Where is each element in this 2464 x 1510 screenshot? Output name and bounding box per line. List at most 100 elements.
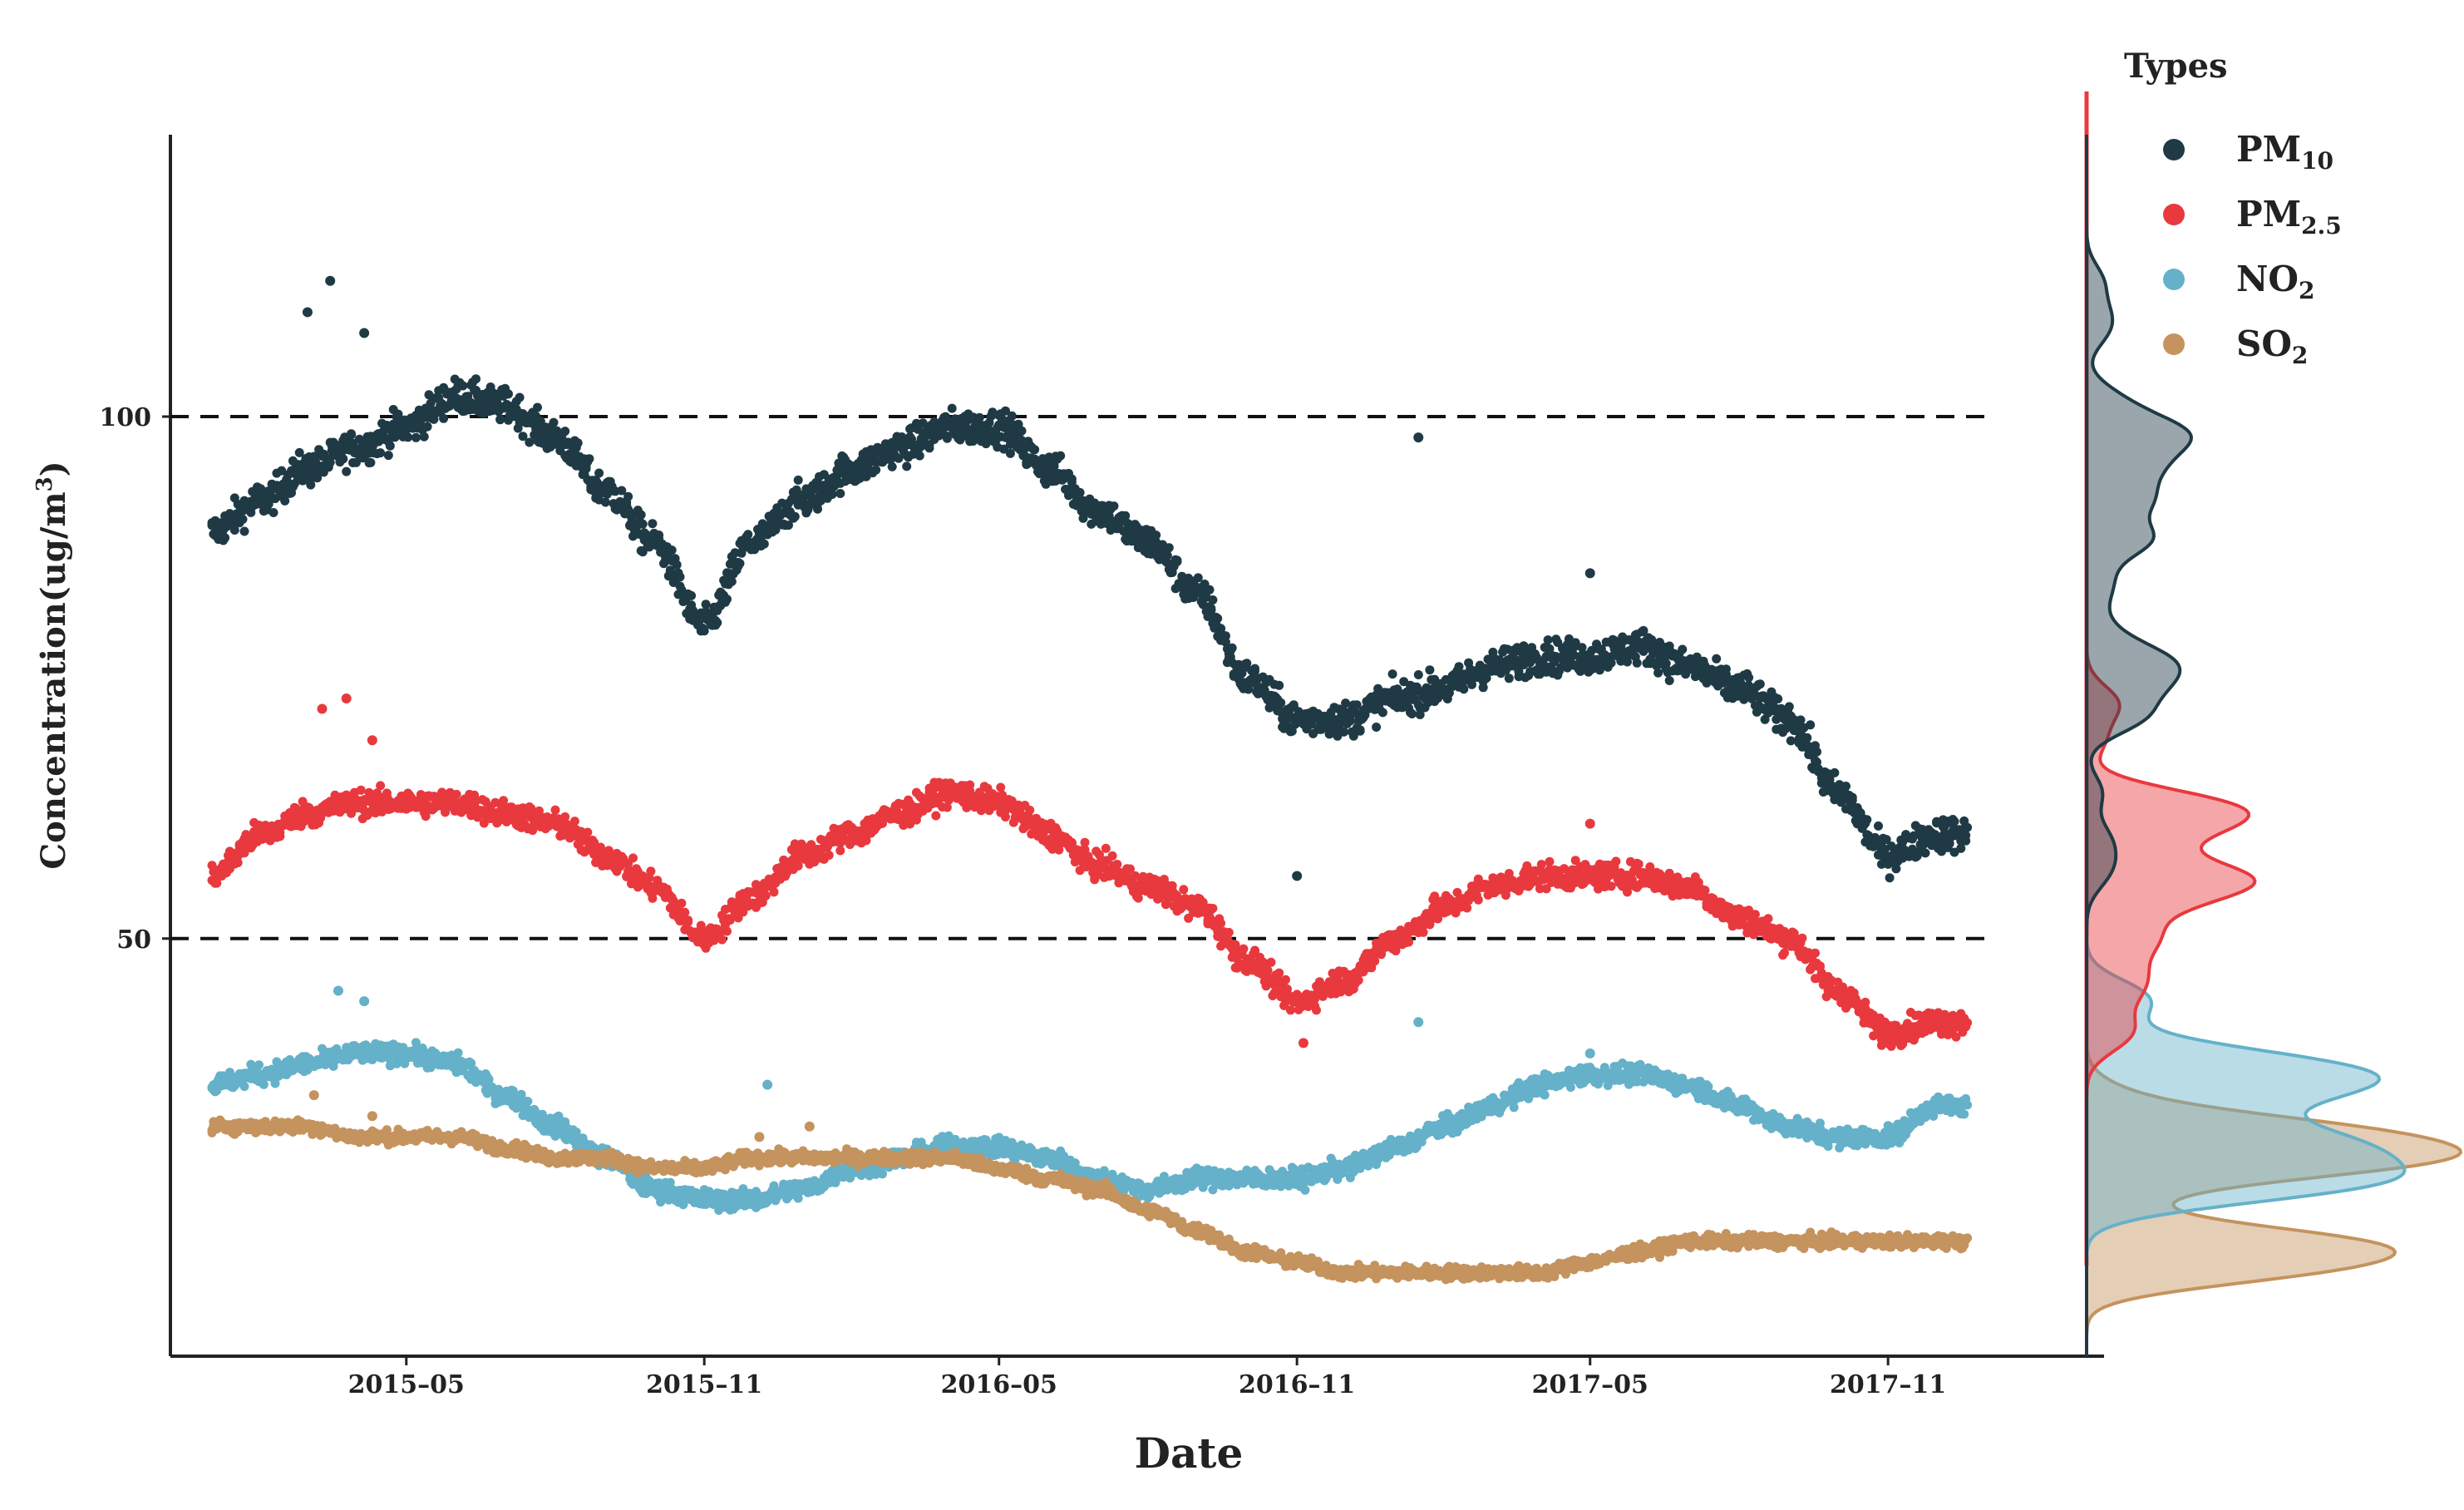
data-point xyxy=(1750,910,1760,920)
data-point xyxy=(759,539,769,549)
data-point xyxy=(1289,700,1299,710)
data-point xyxy=(1370,956,1380,966)
data-point xyxy=(947,403,957,413)
data-point xyxy=(687,590,697,600)
data-point xyxy=(1001,406,1010,416)
data-point xyxy=(1404,937,1414,947)
data-point xyxy=(294,447,304,457)
data-point xyxy=(1339,727,1349,737)
data-point xyxy=(1224,927,1234,937)
data-point xyxy=(1847,795,1857,805)
data-point xyxy=(1786,736,1796,746)
data-point xyxy=(1377,708,1387,718)
data-point xyxy=(1205,585,1215,595)
outlier-point xyxy=(1298,1038,1308,1049)
data-point xyxy=(1001,812,1010,822)
data-point xyxy=(701,600,711,609)
data-point xyxy=(1250,664,1259,674)
data-point xyxy=(940,412,950,422)
data-point xyxy=(1519,641,1529,651)
data-point xyxy=(835,846,845,856)
data-point xyxy=(769,887,779,897)
series-PM2.5 xyxy=(207,693,1973,1051)
data-point xyxy=(1005,448,1015,458)
data-point xyxy=(712,618,722,628)
data-point xyxy=(730,548,740,558)
data-point xyxy=(1632,658,1642,668)
data-point xyxy=(677,898,687,908)
data-point xyxy=(672,560,682,570)
data-point xyxy=(1281,975,1290,984)
data-point xyxy=(313,473,323,483)
data-point xyxy=(1744,673,1754,683)
data-point xyxy=(1623,657,1632,667)
data-point xyxy=(1242,659,1252,669)
data-point xyxy=(722,595,732,604)
data-point xyxy=(1664,676,1674,685)
data-point xyxy=(623,491,633,501)
data-point xyxy=(549,417,559,427)
data-point xyxy=(1639,625,1648,635)
outlier-point xyxy=(359,328,370,338)
data-point xyxy=(1653,668,1663,678)
data-point xyxy=(1920,848,1930,858)
data-point xyxy=(1811,948,1820,958)
data-point xyxy=(504,389,513,399)
data-point xyxy=(1348,731,1358,741)
data-point xyxy=(1841,782,1850,791)
data-point xyxy=(1611,856,1621,866)
data-point xyxy=(827,490,837,499)
data-point xyxy=(931,811,941,821)
data-point xyxy=(299,475,309,485)
data-point xyxy=(1341,698,1351,708)
data-point xyxy=(1208,904,1218,913)
data-point xyxy=(342,466,352,476)
data-point xyxy=(525,437,535,447)
data-point xyxy=(1049,461,1059,471)
data-point xyxy=(338,454,348,464)
data-point xyxy=(805,501,815,511)
outlier-point xyxy=(325,275,336,286)
data-point xyxy=(1104,511,1114,521)
data-point xyxy=(306,480,316,490)
data-point xyxy=(1454,662,1464,672)
data-point xyxy=(1473,895,1483,905)
data-point xyxy=(1007,411,1017,421)
data-point xyxy=(784,521,793,530)
data-point xyxy=(1763,914,1773,924)
data-point xyxy=(1514,667,1524,677)
data-point xyxy=(1162,550,1172,560)
data-point xyxy=(1647,635,1657,644)
data-point xyxy=(793,861,803,871)
data-point xyxy=(1109,501,1119,511)
data-point xyxy=(1372,723,1382,732)
data-point xyxy=(824,851,834,860)
data-point xyxy=(1796,715,1806,725)
data-point xyxy=(1138,540,1148,549)
data-point xyxy=(1017,426,1027,436)
data-point xyxy=(761,891,771,901)
data-point xyxy=(600,497,610,507)
data-point xyxy=(1003,424,1012,434)
data-point xyxy=(790,511,800,521)
data-point xyxy=(1274,968,1284,978)
data-point xyxy=(871,465,881,475)
data-point xyxy=(233,858,243,867)
data-point xyxy=(376,781,386,791)
data-point xyxy=(1025,805,1035,815)
outlier-point xyxy=(1584,818,1595,829)
data-point xyxy=(628,853,638,863)
outlier-point xyxy=(317,703,328,714)
data-point xyxy=(1080,837,1090,847)
reference-lines xyxy=(170,415,1995,940)
data-point xyxy=(1755,679,1765,689)
data-point xyxy=(1481,674,1491,683)
data-point xyxy=(1577,643,1587,653)
outlier-point xyxy=(341,693,352,703)
data-point xyxy=(1949,817,1959,827)
data-point xyxy=(583,827,593,837)
data-point xyxy=(683,917,693,927)
data-point xyxy=(347,429,356,439)
data-point xyxy=(1167,881,1177,891)
data-point xyxy=(1213,614,1223,624)
